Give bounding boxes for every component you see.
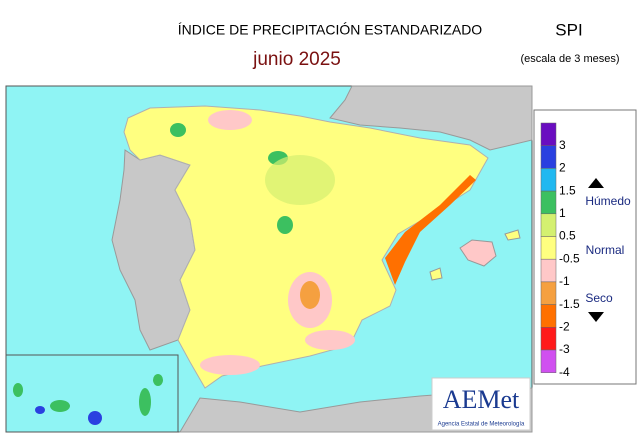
logo-name: AEMet bbox=[443, 385, 520, 414]
dry-area bbox=[208, 110, 252, 130]
wet-area bbox=[265, 155, 335, 205]
down-arrow bbox=[588, 312, 604, 322]
dry-area bbox=[305, 330, 355, 350]
map: AEMet Agencia Estatal de Meteorología bbox=[5, 85, 533, 433]
logo-caption: Agencia Estatal de Meteorología bbox=[438, 422, 525, 428]
legend-label: -4 bbox=[559, 365, 570, 379]
island bbox=[139, 388, 151, 416]
up-arrow bbox=[588, 178, 604, 188]
legend-swatch bbox=[540, 190, 557, 215]
title: ÍNDICE DE PRECIPITACIÓN ESTANDARIZADO bbox=[178, 22, 483, 38]
legend-label: -2 bbox=[559, 319, 570, 333]
legend-swatch bbox=[540, 145, 557, 169]
legend-swatch bbox=[540, 281, 557, 305]
wet-area bbox=[170, 123, 186, 137]
mallorca bbox=[459, 239, 497, 267]
legend-label: 3 bbox=[559, 138, 566, 152]
legend-label: -1 bbox=[559, 274, 570, 288]
legend-label: 1.5 bbox=[559, 183, 576, 197]
wet-area bbox=[277, 216, 293, 234]
logo-box bbox=[431, 377, 531, 431]
legend-swatch bbox=[540, 213, 557, 237]
dry-area bbox=[200, 355, 260, 375]
legend-label: 0.5 bbox=[559, 229, 576, 243]
island bbox=[88, 411, 102, 425]
france bbox=[329, 85, 533, 151]
legend-swatch bbox=[540, 122, 557, 146]
legend-swatch bbox=[540, 327, 557, 351]
island bbox=[13, 383, 23, 397]
island bbox=[50, 400, 70, 412]
legend-swatch bbox=[540, 258, 557, 283]
legend-label: -1.5 bbox=[559, 297, 580, 311]
scale-note: (escala de 3 meses) bbox=[520, 53, 619, 65]
normal-label: Normal bbox=[586, 243, 625, 257]
island bbox=[153, 374, 163, 386]
wet-label: Húmedo bbox=[585, 194, 631, 208]
menorca bbox=[504, 229, 521, 241]
legend-swatch bbox=[540, 349, 557, 373]
subtitle: junio 2025 bbox=[252, 49, 341, 70]
island bbox=[35, 406, 45, 414]
dry-area bbox=[300, 281, 320, 309]
legend-swatch bbox=[540, 236, 557, 260]
ibiza bbox=[429, 267, 443, 281]
dry-area bbox=[385, 175, 476, 285]
legend-label: -0.5 bbox=[559, 251, 580, 265]
legend-label: 1 bbox=[559, 206, 566, 220]
legend-label: 2 bbox=[559, 161, 566, 175]
dry-label: Seco bbox=[585, 291, 613, 305]
legend-swatch bbox=[540, 168, 557, 192]
legend-swatch bbox=[540, 304, 557, 328]
legend: Húmedo Normal Seco 3 2 1.5 1 0.5 -0.5 -1 -1.5 -2… bbox=[533, 109, 637, 385]
index-name: SPI bbox=[555, 20, 582, 39]
legend-label: -3 bbox=[559, 342, 570, 356]
